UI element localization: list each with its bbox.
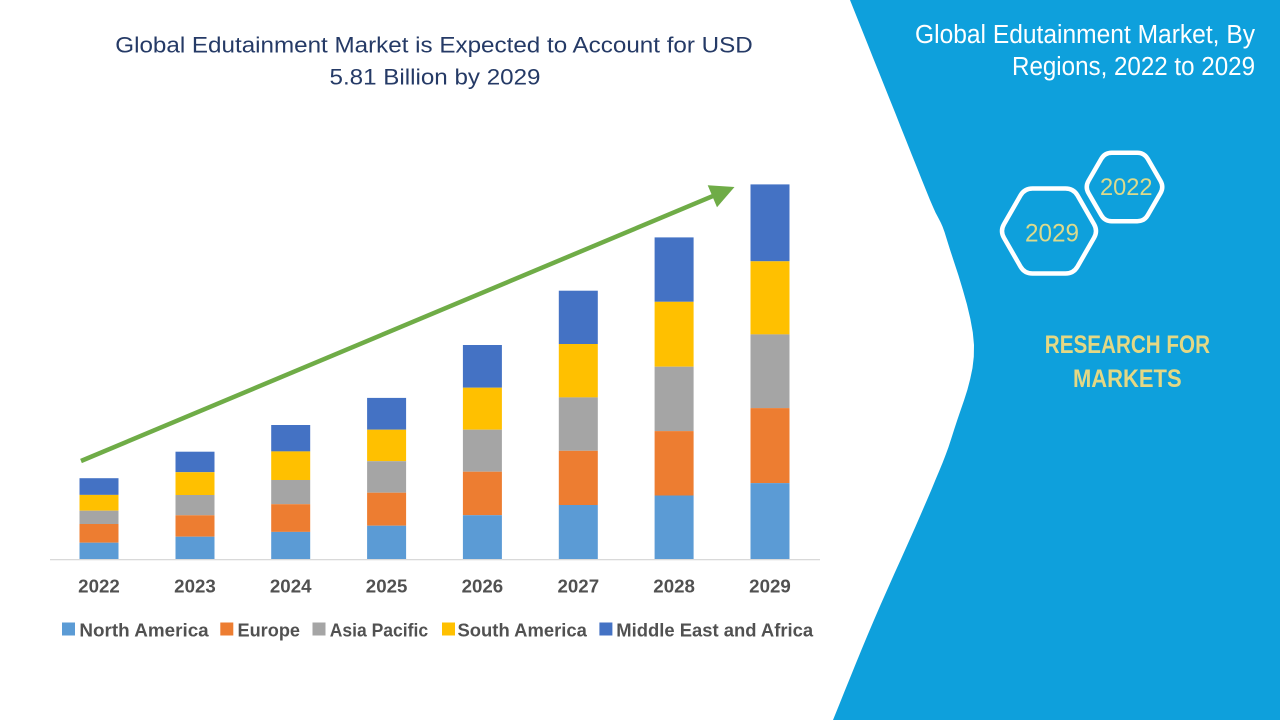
svg-text:2029: 2029 <box>749 577 791 597</box>
svg-text:2023: 2023 <box>174 577 216 597</box>
svg-text:2022: 2022 <box>1100 174 1153 201</box>
svg-text:MARKETS: MARKETS <box>1073 365 1182 393</box>
svg-text:2027: 2027 <box>558 577 600 597</box>
svg-text:Regions, 2022 to 2029: Regions, 2022 to 2029 <box>1012 53 1255 81</box>
svg-text:2026: 2026 <box>462 577 504 597</box>
svg-text:2022: 2022 <box>78 577 120 597</box>
svg-text:2025: 2025 <box>366 577 408 597</box>
svg-text:Global Edutainment Market, By: Global Edutainment Market, By <box>915 21 1255 49</box>
svg-text:North America: North America <box>79 621 209 641</box>
svg-text:Asia Pacific: Asia Pacific <box>330 621 428 641</box>
svg-text:Europe: Europe <box>238 621 301 641</box>
svg-text:2024: 2024 <box>270 577 312 597</box>
svg-text:2029: 2029 <box>1025 220 1079 248</box>
svg-text:5.81 Billion by 2029: 5.81 Billion by 2029 <box>330 65 541 90</box>
svg-text:Middle East and Africa: Middle East and Africa <box>616 621 814 641</box>
svg-text:South America: South America <box>458 621 588 641</box>
svg-text:Global Edutainment Market is E: Global Edutainment Market is Expected to… <box>115 33 753 58</box>
svg-text:2028: 2028 <box>653 577 695 597</box>
svg-text:RESEARCH FOR: RESEARCH FOR <box>1045 331 1210 359</box>
